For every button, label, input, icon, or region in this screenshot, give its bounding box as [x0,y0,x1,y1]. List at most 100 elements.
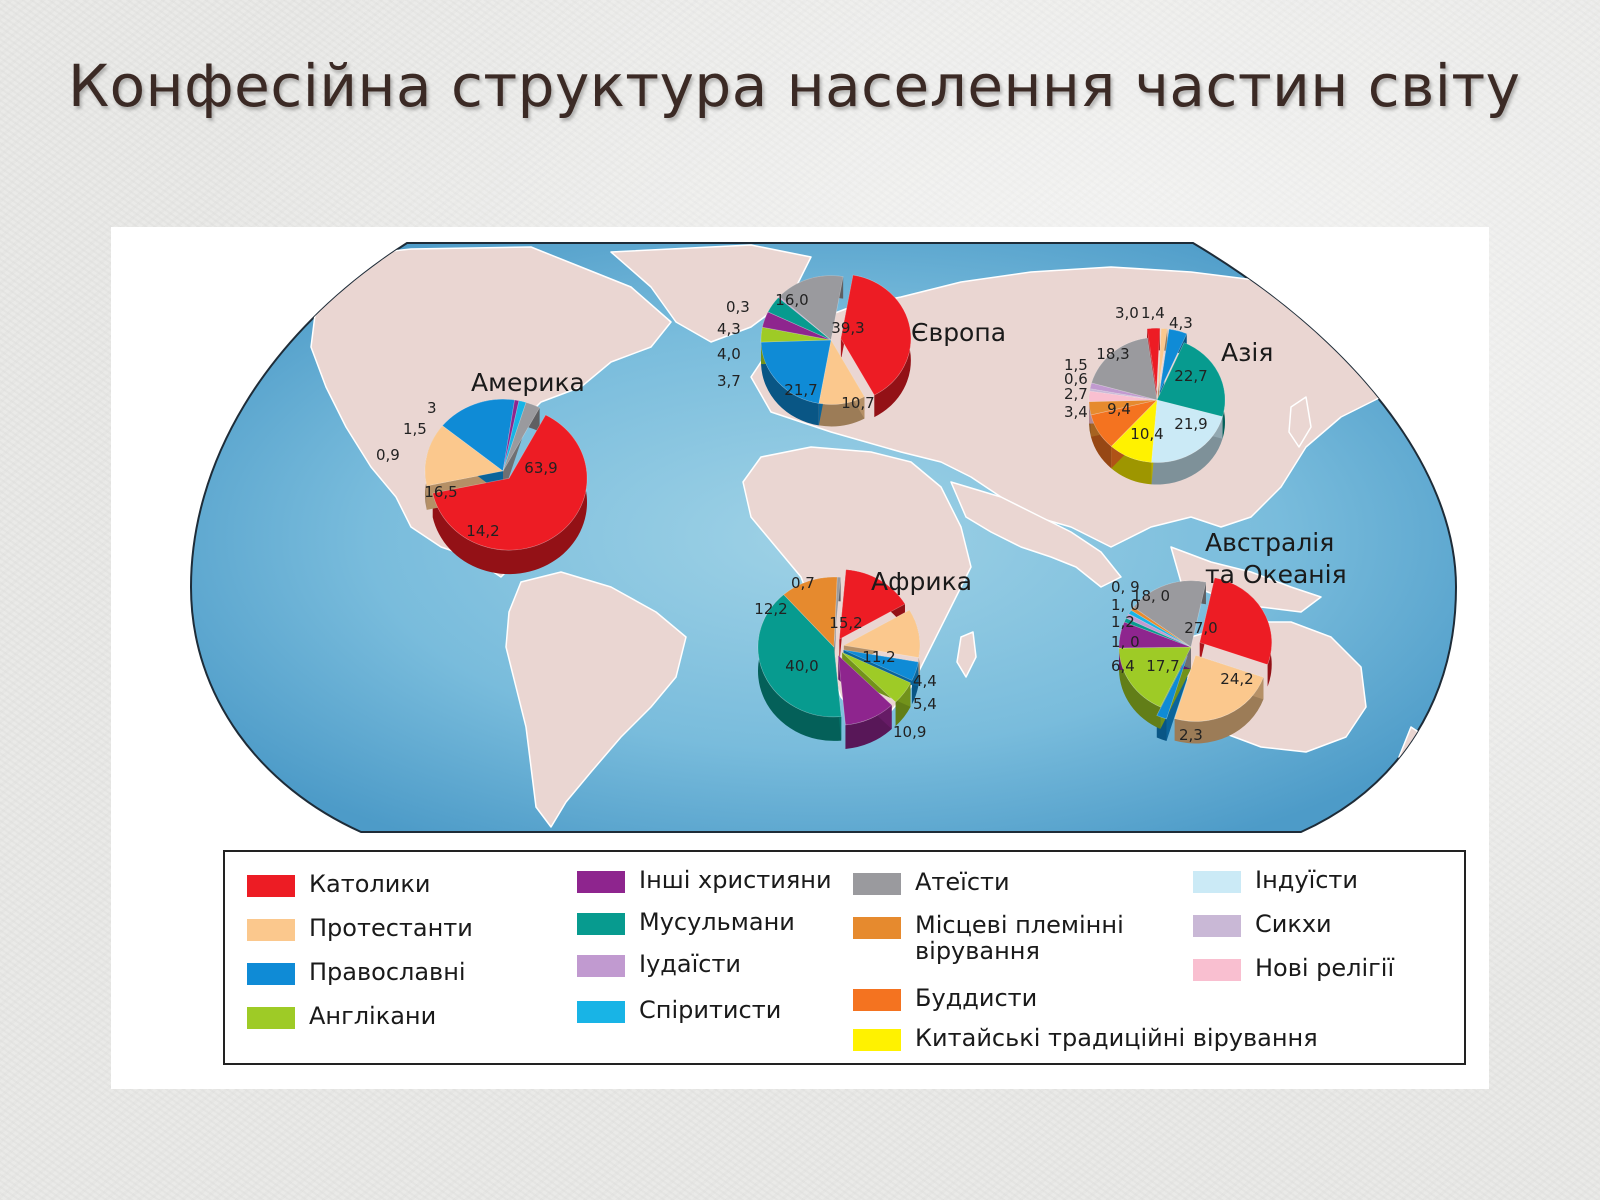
pie-slice-side-hindus [1151,416,1223,485]
pie-3: 15,211,2 4,4 5,4 10,9 40,0 12,20,7 Африка [754,567,972,749]
pie-slice-tribal [783,576,838,648]
pie-slice-protestants [424,425,504,487]
pie-value-label: 18, 0 [1132,587,1170,605]
pie-value-label: 39,3 [831,319,864,337]
pie-slice-side-anglicans [1119,648,1161,729]
region-title: Азія [1221,338,1273,367]
land-arabia-india [950,481,1122,588]
pie-value-label: 40,0 [785,657,818,675]
pie-value-label: 6,4 [1111,657,1135,675]
legend-label: Англікани [309,1002,437,1030]
pie-slice-new-religions [1088,390,1158,402]
pie-0: 63,9 14,2 16,5 0,91,53 Америка [376,368,588,575]
pie-slice-side-orthodox [761,342,819,426]
legend-label: Атеїсти [915,868,1010,896]
pie-value-label: 15,2 [829,614,862,632]
legend-label: Іудаїсти [639,950,742,978]
pie-slice-judaists [1089,382,1158,401]
pie-slice-atheists [502,402,541,472]
pie-slice-other-christians [1118,621,1192,649]
pie-slice-atheists [778,275,844,341]
pie-slice-judaists [1125,613,1192,648]
pie-value-label: 12,2 [754,600,787,618]
pie-value-label: 21,7 [784,381,817,399]
pie-slice-atheists [1133,580,1207,648]
pie-slice-muslims [767,297,832,341]
world-map: 63,914,216,50,91,53Америка39,310,721,73,… [189,242,1458,833]
pie-slice-side-protestants [1174,677,1264,744]
pie-slice-protestants [818,339,865,405]
region-title: Африка [871,567,972,596]
legend-swatch [1193,959,1241,981]
pie-value-label: 11,2 [862,648,895,666]
pie-value-label: 17,7 [1146,657,1179,675]
legend-label: Протестанти [309,914,473,942]
pie-slice-other-christians [837,654,893,726]
pie-slice-atheists [1091,337,1158,401]
land-madagascar [956,631,977,678]
legend-swatch [853,1029,901,1051]
pie-slice-orthodox [843,649,919,681]
pie-slice-anglicans [841,652,911,703]
pie-slice-sikhs [1089,388,1158,401]
pie-value-label: 0,7 [791,574,815,592]
pie-slice-atheists [833,576,841,648]
pie-slice-chinese [1110,399,1158,463]
pie-value-label: 9,4 [1107,400,1131,418]
pie-value-label: 18,3 [1096,345,1129,363]
legend-label: Китайські традиційні вірування [915,1024,1318,1052]
pie-value-label: 5,4 [913,695,937,713]
pie-value-label: 1,5 [1064,356,1088,374]
pie-slice-orthodox [442,398,515,472]
region-title: та Океанія [1205,560,1347,589]
pie-slice-side-muslims [757,594,842,741]
legend-label: Нові релігії [1255,954,1395,982]
pie-value-label: 16,0 [775,291,808,309]
pie-slice-muslims [757,594,842,718]
pie-slice-catholics [839,569,906,640]
pie-slice-orthodox [1156,655,1188,720]
pie-slice-wall-orthodox [843,649,919,687]
legend-swatch [247,1007,295,1029]
pie-value-label: 22,7 [1174,367,1207,385]
pie-value-label: 1,2 [1111,613,1135,631]
region-title: Європа [911,318,1006,347]
legend-label: Мусульмани [639,908,795,936]
pie-value-label: 1,4 [1141,304,1165,322]
legend-swatch [577,871,625,893]
pie-value-label: 63,9 [524,459,557,477]
legend-swatch [1193,915,1241,937]
pie-slice-other-christians [502,399,520,472]
pie-4: 27,024,22,317,76,41, 01,21, 00, 918, 0Ав… [1111,528,1347,744]
pie-charts: 63,914,216,50,91,53Америка39,310,721,73,… [376,274,1347,749]
pie-slice-tribal [1088,399,1158,416]
legend-label: Католики [309,870,431,898]
pie-slice-anglicans [760,326,832,343]
legend-swatch [853,873,901,895]
pie-2: 3,0 1,44,3 22,7 21,9 10,4 9,4 3,42,70,61,5 18,3… [1064,304,1273,485]
pie-value-label: 0,3 [726,298,750,316]
legend-swatch [577,955,625,977]
land-south-america [505,571,687,828]
region-title: Америка [471,368,585,397]
pie-slice-spiritists [502,400,527,472]
pie-slice-spiritists [1128,609,1192,648]
pie-slice-catholics [1146,327,1161,391]
pie-value-label: 16,5 [424,483,457,501]
land-greenland [610,244,812,343]
region-title: Австралія [1205,528,1334,557]
legend-swatch [1193,871,1241,893]
pie-value-label: 3,0 [1115,304,1139,322]
legend-label: Сикхи [1255,910,1332,938]
legend-swatch [853,917,901,939]
pie-value-label: 3 [427,399,437,417]
pie-value-label: 10,7 [841,394,874,412]
pie-value-label: 27,0 [1184,619,1217,637]
map-figure: 63,9 14,2 16,5 0,9 1,5 3 Америка 39,3 10,7 21,7 3,… [111,227,1489,1089]
legend-label: Православні [309,958,466,986]
pie-slice-anglicans [1118,646,1192,708]
slide-title: Конфесійна структура населення частин св… [68,52,1521,120]
pie-value-label: 1, 0 [1111,596,1140,614]
legend-swatch [577,1001,625,1023]
pie-slice-orthodox [1159,328,1188,392]
